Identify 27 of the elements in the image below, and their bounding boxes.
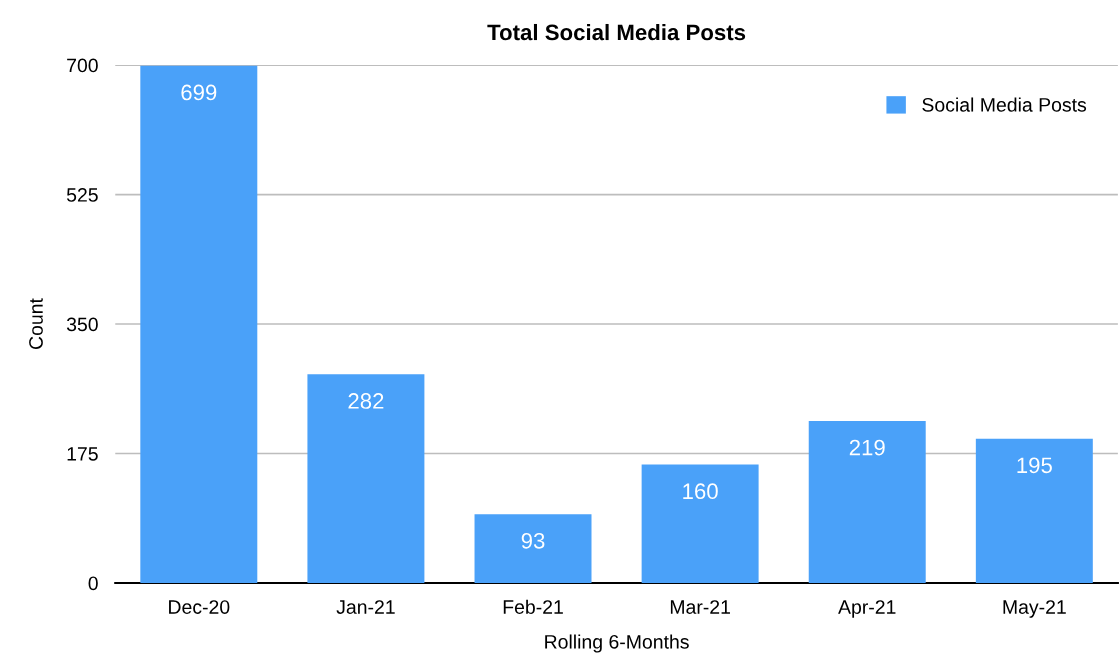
data-label: 93 (521, 532, 545, 549)
x-tick-label: Jan-21 (336, 600, 395, 614)
x-tick-label: Dec-20 (169, 600, 230, 614)
data-label: 160 (683, 483, 718, 500)
x-tick-label: Mar-21 (670, 600, 730, 614)
x-axis-title: Rolling 6-Months (545, 634, 689, 653)
bar (641, 464, 759, 583)
x-tick-label: Apr-21 (838, 600, 896, 618)
bar (140, 65, 258, 583)
bar (975, 438, 1093, 583)
chart-title: Total Social Media Posts (487, 23, 746, 41)
y-tick-label: 525 (66, 188, 98, 202)
y-tick-label: 0 (88, 576, 98, 591)
bar (474, 514, 592, 583)
x-tick-label: Feb-21 (503, 599, 563, 614)
data-label: 195 (1017, 457, 1052, 474)
x-tick-label: May-21 (1003, 600, 1066, 618)
data-label: 699 (181, 84, 217, 101)
legend-label: Social Media Posts (922, 97, 1087, 112)
data-label: 219 (849, 439, 885, 456)
y-tick-label: 700 (67, 58, 98, 73)
data-label: 282 (348, 393, 384, 409)
y-axis-title: Count (29, 298, 43, 349)
bar (808, 420, 926, 583)
y-tick-label: 350 (66, 317, 98, 332)
bar (307, 374, 425, 583)
y-tick-label: 175 (67, 447, 98, 461)
